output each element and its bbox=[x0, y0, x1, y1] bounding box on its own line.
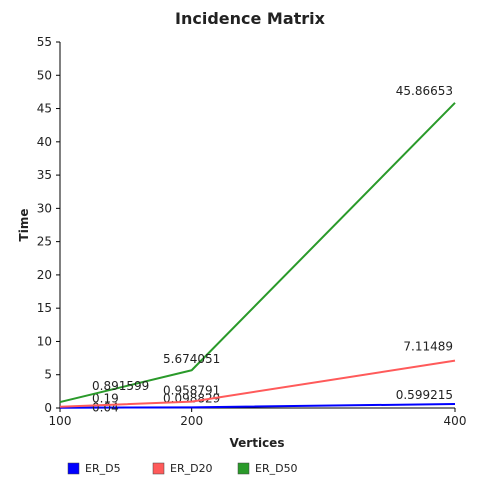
x-tick-label: 200 bbox=[180, 414, 203, 428]
series-line-er-d5 bbox=[59, 403, 456, 409]
y-tick-label: 20 bbox=[37, 268, 52, 282]
y-tick-label: 15 bbox=[37, 301, 52, 315]
data-label: 7.11489 bbox=[403, 340, 453, 354]
data-label: 45.86653 bbox=[396, 84, 453, 98]
data-label: 0.958791 bbox=[163, 384, 220, 398]
data-label: 0.19 bbox=[92, 392, 119, 406]
y-tick-label: 30 bbox=[37, 201, 52, 215]
y-tick-label: 45 bbox=[37, 102, 52, 116]
chart-title: Incidence Matrix bbox=[175, 9, 326, 28]
y-tick-label: 55 bbox=[37, 35, 52, 49]
data-label: 5.674051 bbox=[163, 352, 220, 366]
legend-label: ER_D20 bbox=[170, 462, 213, 475]
data-label: 0.891599 bbox=[92, 379, 149, 393]
y-tick-label: 50 bbox=[37, 68, 52, 82]
y-tick-label: 35 bbox=[37, 168, 52, 182]
y-tick-label: 25 bbox=[37, 235, 52, 249]
y-tick-label: 40 bbox=[37, 135, 52, 149]
legend-swatch-er-d5 bbox=[67, 462, 80, 475]
series-line-er-d20 bbox=[59, 359, 456, 408]
x-tick-label: 100 bbox=[49, 414, 72, 428]
y-tick-label: 10 bbox=[37, 334, 52, 348]
legend-swatch-er-d50 bbox=[237, 462, 250, 475]
legend-label: ER_D50 bbox=[255, 462, 298, 475]
legend-label: ER_D5 bbox=[85, 462, 121, 475]
x-axis-label: Vertices bbox=[230, 436, 285, 450]
data-label: 0.599215 bbox=[396, 388, 453, 402]
x-tick-label: 400 bbox=[444, 414, 467, 428]
legend: ER_D5 ER_D20 ER_D50 bbox=[67, 462, 298, 475]
y-axis-label: Time bbox=[17, 209, 31, 242]
series-line-er-d50 bbox=[59, 102, 456, 404]
y-tick-label: 0 bbox=[44, 401, 52, 415]
legend-swatch-er-d20 bbox=[152, 462, 165, 475]
y-tick-label: 5 bbox=[44, 368, 52, 382]
